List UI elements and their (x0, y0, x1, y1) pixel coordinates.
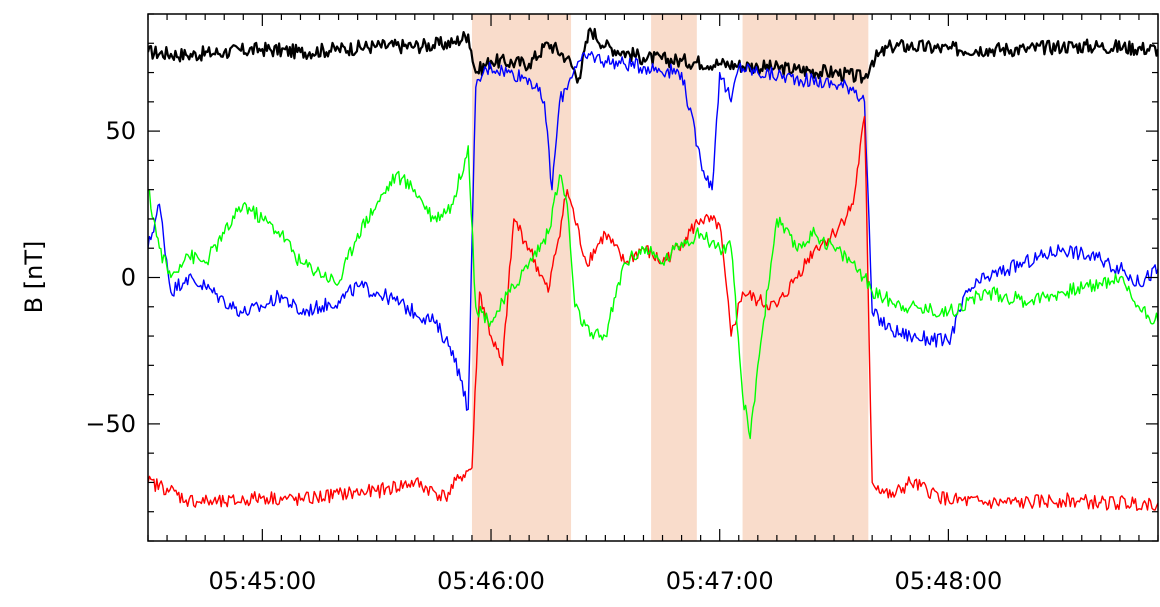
shaded-intervals (471, 14, 869, 541)
y-tick-labels: 50 0 −50 (85, 117, 136, 438)
series-line-2 (148, 51, 1158, 411)
series-lines (148, 27, 1158, 511)
axis-ticks (147, 13, 1159, 542)
shaded-interval-2 (651, 14, 697, 541)
x-tick-labels: 05:45:00 05:46:00 05:47:00 05:48:00 (208, 567, 1002, 595)
y-axis-label: B [nT] (20, 241, 48, 314)
shaded-interval-3 (742, 14, 869, 541)
y-tick-label: −50 (85, 410, 136, 438)
y-tick-label: 50 (105, 117, 136, 145)
shaded-interval-1 (471, 14, 572, 541)
x-tick-label: 05:47:00 (666, 567, 774, 595)
series-line-3 (148, 115, 1158, 511)
x-tick-label: 05:48:00 (894, 567, 1002, 595)
x-tick-label: 05:46:00 (437, 567, 545, 595)
series-line-4 (148, 145, 1158, 440)
y-tick-label: 0 (121, 264, 136, 292)
x-tick-label: 05:45:00 (208, 567, 316, 595)
